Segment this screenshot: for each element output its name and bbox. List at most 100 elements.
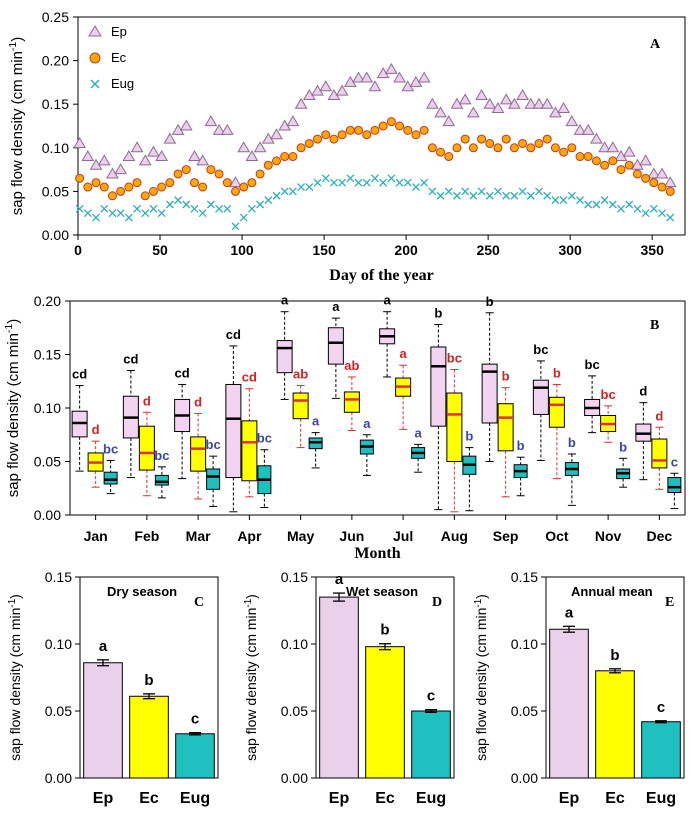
eug-point <box>494 187 502 196</box>
y-tick-label: 0.10 <box>511 636 538 652</box>
panel-label-e: E <box>665 595 674 610</box>
legend-eug-marker <box>90 79 100 89</box>
eug-point <box>313 178 322 187</box>
ec-point <box>337 130 347 140</box>
y-tick-label: 0.00 <box>34 507 61 523</box>
ec-point <box>485 138 495 148</box>
eug-point <box>116 209 125 218</box>
ep-point <box>196 154 210 166</box>
y-axis-label: sap flow density (cm min-1) <box>473 594 490 761</box>
y-tick-label: 0.00 <box>281 770 308 786</box>
legend-ec-marker <box>89 52 101 64</box>
ec-point <box>452 143 462 153</box>
significance-letter: bc <box>533 342 548 357</box>
ec-point <box>124 182 134 192</box>
ec-point <box>509 143 519 153</box>
box-ec <box>138 425 155 471</box>
ec-point <box>362 130 372 140</box>
bar-eug <box>411 710 451 779</box>
ec-point <box>173 169 183 179</box>
y-tick-label: 0.05 <box>281 703 308 719</box>
x-tick-label: 250 <box>476 242 500 258</box>
x-tick-label: 300 <box>558 242 582 258</box>
y-tick-label: 0.05 <box>42 183 69 199</box>
box-ep <box>276 340 293 374</box>
significance-letter: cd <box>123 352 138 367</box>
ec-point <box>181 165 191 175</box>
significance-letter: c <box>671 454 678 469</box>
legend-eug-label: Eug <box>111 76 134 91</box>
x-tick-label: Eug <box>416 790 446 807</box>
eug-point <box>543 191 552 200</box>
significance-letter: a <box>312 414 320 429</box>
x-tick-label: Ec <box>139 790 159 807</box>
legend-ep-label: Ep <box>111 24 127 39</box>
panel-e: 0.00 0.05 0.10 0.15 sap flow density (cm min… <box>473 569 685 807</box>
ec-point <box>198 182 208 192</box>
ec-point <box>296 143 306 153</box>
ec-point <box>321 130 331 140</box>
ep-point <box>434 106 447 118</box>
ep-point <box>352 71 365 83</box>
eug-point <box>354 178 363 187</box>
eug-point <box>198 209 207 218</box>
x-tick-label: Jan <box>84 528 108 544</box>
significance-letter: b <box>380 622 389 639</box>
ec-point <box>493 143 503 153</box>
y-axis-label: sap flow density (cm min-1) <box>243 594 260 761</box>
significance-letter: d <box>92 422 100 437</box>
eug-point <box>133 204 142 213</box>
panel-label-b: B <box>650 318 659 333</box>
ep-point <box>155 150 169 162</box>
ep-point <box>442 115 456 127</box>
eug-point <box>518 187 527 196</box>
x-tick-label: Sep <box>493 528 519 544</box>
ep-point <box>598 141 611 153</box>
ep-point <box>458 93 472 105</box>
ep-point <box>499 93 513 105</box>
significance-letter: bc <box>103 441 118 456</box>
ec-point <box>116 186 126 196</box>
ep-point <box>122 150 136 162</box>
x-tick-label: 50 <box>152 242 168 258</box>
ep-point <box>516 88 529 100</box>
bar-ec <box>129 695 169 779</box>
ep-point <box>81 150 95 162</box>
eug-point <box>403 178 412 187</box>
ep-point <box>286 115 300 127</box>
x-tick-label: Ep <box>93 790 114 807</box>
ec-point <box>534 138 544 148</box>
eug-point <box>338 178 347 187</box>
ec-point <box>575 152 585 162</box>
ep-point <box>532 97 546 109</box>
eug-point <box>420 178 429 187</box>
y-tick-label: 0.05 <box>511 703 538 719</box>
x-axis-label: Month <box>354 545 400 562</box>
significance-letter: a <box>384 293 392 308</box>
ec-point <box>583 152 593 162</box>
eug-point <box>174 196 183 205</box>
box-eug <box>103 471 118 485</box>
ep-point <box>467 106 480 118</box>
significance-letter: c <box>427 688 435 705</box>
eug-point <box>379 178 388 187</box>
box-ec <box>548 396 565 428</box>
x-tick-label: Ec <box>605 790 625 807</box>
ec-point <box>280 152 290 162</box>
eug-point <box>625 200 634 209</box>
bar-ec <box>365 646 405 779</box>
y-axis-label: sap flow density (cm min-1) <box>7 37 26 216</box>
y-tick-label: 0.10 <box>281 636 308 652</box>
ep-point <box>393 71 406 83</box>
eug-point <box>510 191 519 200</box>
ec-point <box>665 186 675 196</box>
significance-letter: c <box>191 711 199 728</box>
ep-point <box>425 97 439 109</box>
x-tick-label: Ep <box>329 790 350 807</box>
panel-label-c: C <box>194 595 204 610</box>
eug-point <box>215 204 224 213</box>
eug-point <box>157 209 166 218</box>
significance-letter: bc <box>257 431 272 446</box>
eug-point <box>576 196 584 205</box>
